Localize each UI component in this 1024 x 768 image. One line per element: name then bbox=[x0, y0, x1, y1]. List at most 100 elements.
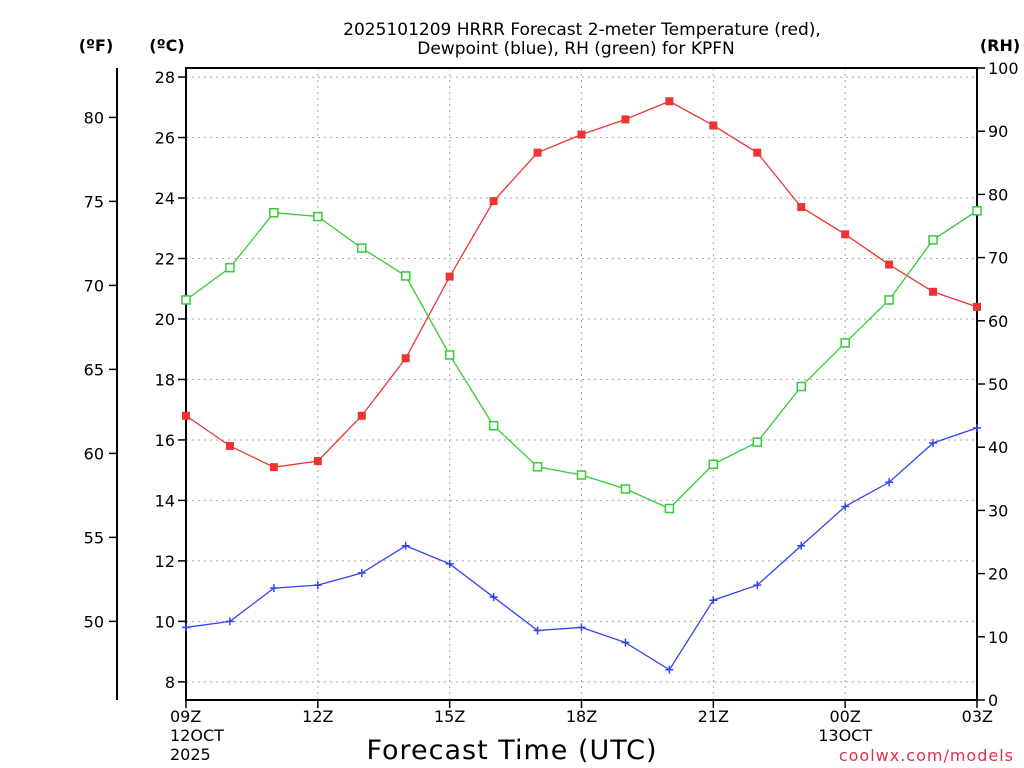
x-tick-label: 15Z bbox=[434, 707, 465, 726]
x-tick-label: 09Z bbox=[170, 707, 201, 726]
dewpoint-point bbox=[797, 541, 806, 550]
rh-tick-label: 60 bbox=[988, 312, 1008, 331]
rh-tick-label: 0 bbox=[988, 691, 998, 710]
x-tick-label: 12Z bbox=[302, 707, 333, 726]
rh-point bbox=[796, 381, 806, 392]
rh-point bbox=[181, 295, 191, 305]
fahrenheit-tick-label: 70 bbox=[84, 276, 104, 295]
2-meter-temperature-point bbox=[269, 463, 278, 472]
rh-tick-label: 100 bbox=[988, 59, 1019, 78]
x-tick-year-label: 2025 bbox=[170, 745, 211, 764]
celsius-tick-label: 26 bbox=[155, 129, 175, 148]
rh-point bbox=[928, 235, 938, 245]
dewpoint-point bbox=[401, 541, 410, 550]
celsius-tick-label: 18 bbox=[155, 370, 175, 389]
celsius-tick-label: 22 bbox=[155, 250, 175, 269]
celsius-tick-label: 20 bbox=[155, 310, 175, 329]
rh-tick-label: 50 bbox=[988, 375, 1008, 394]
rh-point bbox=[532, 462, 543, 472]
rh-point bbox=[444, 350, 455, 360]
x-tick-date-label: 13OCT bbox=[818, 726, 872, 745]
celsius-tick-label: 14 bbox=[155, 491, 175, 510]
x-tick-label: 18Z bbox=[566, 707, 597, 726]
dewpoint-point bbox=[533, 626, 542, 635]
rh-point bbox=[884, 295, 894, 305]
celsius-tick-label: 24 bbox=[155, 189, 175, 208]
fahrenheit-tick-label: 60 bbox=[84, 444, 104, 463]
rh-point bbox=[225, 262, 235, 273]
dewpoint-point bbox=[929, 438, 938, 447]
fahrenheit-tick-label: 50 bbox=[84, 612, 104, 631]
celsius-tick-label: 8 bbox=[165, 673, 175, 692]
rh-point bbox=[664, 503, 675, 514]
rh-point bbox=[752, 437, 763, 447]
dewpoint-point bbox=[269, 584, 278, 593]
2-meter-temperature-point bbox=[533, 148, 542, 157]
rh-tick-label: 10 bbox=[988, 628, 1008, 647]
rh-point bbox=[488, 420, 499, 431]
2-meter-temperature-point bbox=[797, 203, 806, 212]
2-meter-temperature-point bbox=[225, 441, 234, 450]
dewpoint-point bbox=[489, 593, 498, 602]
credit-text: coolwx.com/models bbox=[839, 746, 1014, 765]
rh-point bbox=[840, 338, 850, 348]
2-meter-temperature-point bbox=[489, 197, 498, 206]
rh-unit-label: (RH) bbox=[980, 36, 1020, 55]
dewpoint-point bbox=[709, 596, 718, 605]
2-meter-temperature-point bbox=[885, 260, 894, 269]
rh-tick-label: 30 bbox=[988, 501, 1008, 520]
rh-tick-label: 90 bbox=[988, 122, 1008, 141]
2-meter-temperature-point bbox=[577, 130, 586, 139]
2-meter-temperature-point bbox=[401, 354, 410, 363]
x-axis-label: Forecast Time (UTC) bbox=[366, 735, 657, 766]
dewpoint-point bbox=[841, 502, 850, 511]
celsius-unit-label: (ºC) bbox=[149, 36, 184, 55]
dewpoint-point bbox=[357, 568, 366, 577]
dewpoint-point bbox=[182, 623, 190, 632]
x-tick-label: 21Z bbox=[698, 707, 729, 726]
dewpoint-point bbox=[313, 581, 322, 590]
x-tick-date-label: 12OCT bbox=[170, 726, 224, 745]
plot-frame bbox=[185, 67, 978, 701]
dewpoint-point bbox=[753, 581, 762, 590]
dewpoint-point bbox=[445, 559, 454, 568]
rh-point bbox=[400, 271, 411, 281]
fahrenheit-unit-label: (ºF) bbox=[79, 36, 114, 55]
celsius-tick-label: 16 bbox=[155, 431, 175, 450]
2-meter-temperature-point bbox=[973, 302, 981, 311]
dewpoint-point bbox=[225, 617, 234, 626]
rh-tick-label: 80 bbox=[988, 185, 1008, 204]
dewpoint-point bbox=[665, 665, 674, 674]
dewpoint-point bbox=[885, 478, 894, 487]
axes: 8 10 12 14 16 18 20 22 24 26 28 50 55 60 65 70 75 80 0 10 20… bbox=[84, 59, 1019, 764]
chart-title-line1: 2025101209 HRRR Forecast 2-meter Tempera… bbox=[343, 20, 821, 40]
celsius-tick-label: 10 bbox=[155, 612, 175, 631]
rh-point bbox=[313, 211, 323, 222]
2-meter-temperature-point bbox=[182, 411, 190, 420]
2-meter-temperature-point bbox=[665, 97, 674, 106]
x-tick-label: 00Z bbox=[830, 707, 861, 726]
dewpoint-point bbox=[973, 423, 981, 432]
rh-tick-label: 40 bbox=[988, 438, 1008, 457]
celsius-tick-label: 28 bbox=[155, 68, 175, 87]
2-meter-temperature-point bbox=[313, 457, 322, 466]
2-meter-temperature-point bbox=[357, 411, 366, 420]
x-tick-label: 03Z bbox=[962, 707, 993, 726]
rh-tick-label: 20 bbox=[988, 565, 1008, 584]
fahrenheit-tick-label: 65 bbox=[84, 360, 104, 379]
2-meter-temperature-point bbox=[709, 121, 718, 130]
rh-point bbox=[708, 459, 719, 470]
2-meter-temperature-point bbox=[621, 115, 630, 124]
rh-point bbox=[576, 470, 587, 480]
rh-point bbox=[972, 206, 982, 216]
fahrenheit-tick-label: 80 bbox=[84, 108, 104, 127]
rh-point bbox=[620, 484, 631, 494]
grid-lines bbox=[186, 68, 977, 700]
dewpoint-point bbox=[621, 638, 630, 647]
rh-point bbox=[357, 243, 367, 253]
2-meter-temperature-point bbox=[445, 272, 454, 281]
dewpoint-point bbox=[577, 623, 586, 632]
rh-tick-label: 70 bbox=[988, 249, 1008, 268]
chart-title-line2: Dewpoint (blue), RH (green) for KPFN bbox=[417, 39, 734, 59]
